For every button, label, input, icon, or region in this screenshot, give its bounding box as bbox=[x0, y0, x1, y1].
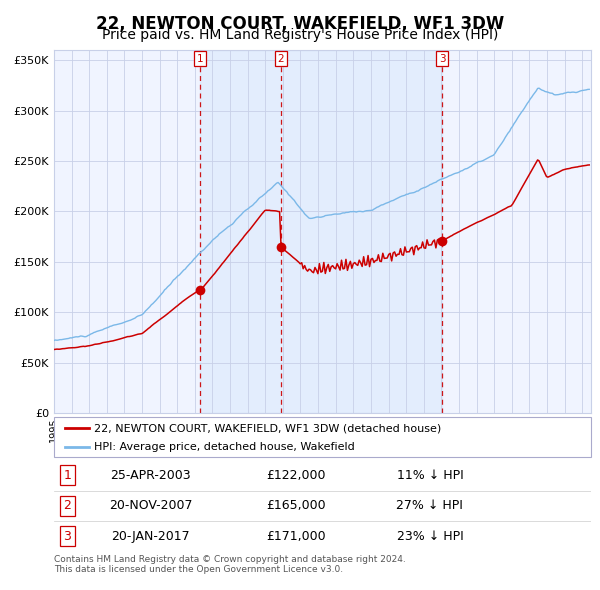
Text: 22, NEWTON COURT, WAKEFIELD, WF1 3DW (detached house): 22, NEWTON COURT, WAKEFIELD, WF1 3DW (de… bbox=[94, 424, 442, 434]
Text: £122,000: £122,000 bbox=[266, 469, 325, 482]
Text: 2: 2 bbox=[278, 54, 284, 64]
Text: 3: 3 bbox=[64, 530, 71, 543]
Text: Price paid vs. HM Land Registry's House Price Index (HPI): Price paid vs. HM Land Registry's House … bbox=[102, 28, 498, 42]
Bar bbox=[200, 50, 442, 413]
Text: 22, NEWTON COURT, WAKEFIELD, WF1 3DW: 22, NEWTON COURT, WAKEFIELD, WF1 3DW bbox=[96, 15, 504, 33]
Text: 20-JAN-2017: 20-JAN-2017 bbox=[112, 530, 190, 543]
Text: 11% ↓ HPI: 11% ↓ HPI bbox=[397, 469, 463, 482]
Text: 1: 1 bbox=[197, 54, 203, 64]
Text: 27% ↓ HPI: 27% ↓ HPI bbox=[397, 499, 463, 513]
FancyBboxPatch shape bbox=[54, 417, 591, 457]
Text: 1: 1 bbox=[64, 469, 71, 482]
Text: 2: 2 bbox=[64, 499, 71, 513]
Text: 3: 3 bbox=[439, 54, 446, 64]
Text: 23% ↓ HPI: 23% ↓ HPI bbox=[397, 530, 463, 543]
Text: 25-APR-2003: 25-APR-2003 bbox=[110, 469, 191, 482]
Text: £165,000: £165,000 bbox=[266, 499, 325, 513]
Text: Contains HM Land Registry data © Crown copyright and database right 2024.
This d: Contains HM Land Registry data © Crown c… bbox=[54, 555, 406, 574]
Text: £171,000: £171,000 bbox=[266, 530, 325, 543]
Text: HPI: Average price, detached house, Wakefield: HPI: Average price, detached house, Wake… bbox=[94, 442, 355, 452]
Text: 20-NOV-2007: 20-NOV-2007 bbox=[109, 499, 193, 513]
